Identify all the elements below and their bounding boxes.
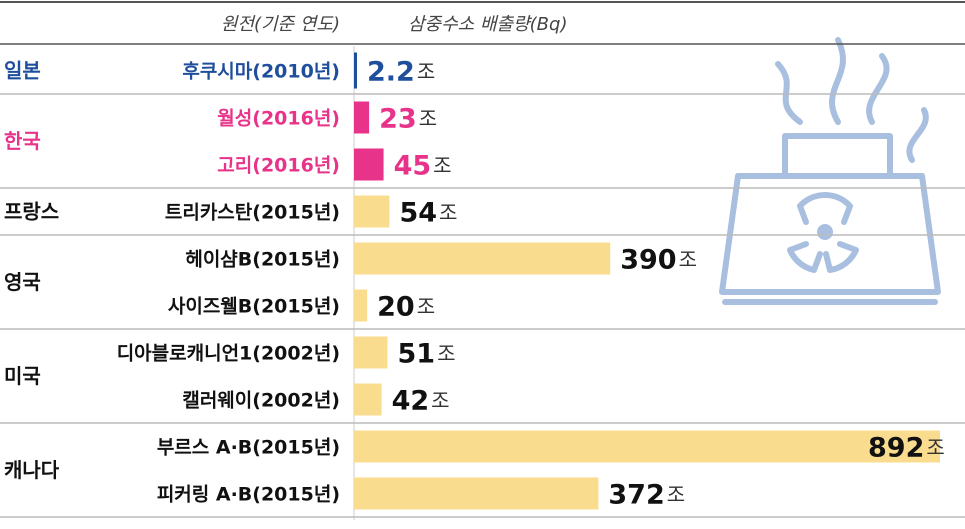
country-label: 일본 xyxy=(4,59,41,83)
value-label: 2.2 xyxy=(367,57,415,88)
plant-label: 캘러웨이(2002년) xyxy=(182,390,340,412)
bar xyxy=(354,336,388,369)
bar xyxy=(354,383,382,416)
unit-label: 조 xyxy=(439,201,457,225)
unit-label: 조 xyxy=(417,60,435,84)
country-label: 한국 xyxy=(4,129,41,153)
plant-label: 피커링 A·B(2015년) xyxy=(157,484,340,506)
plant-label: 부르스 A·B(2015년) xyxy=(157,437,340,459)
value-label: 42 xyxy=(392,386,430,417)
value-label: 20 xyxy=(377,292,415,323)
value-label: 54 xyxy=(399,198,437,229)
unit-label: 조 xyxy=(437,342,455,366)
country-label: 미국 xyxy=(4,364,41,388)
bar xyxy=(354,242,611,275)
plant-label: 고리(2016년) xyxy=(217,155,340,177)
value-label: 390 xyxy=(620,245,676,276)
bar xyxy=(354,289,368,322)
bar xyxy=(354,148,384,181)
bar xyxy=(354,430,940,463)
plant-label: 사이즈웰B(2015년) xyxy=(168,296,340,318)
unit-label: 조 xyxy=(433,154,451,178)
plant-label: 헤이샴B(2015년) xyxy=(185,249,340,271)
unit-label: 조 xyxy=(679,248,697,272)
unit-label: 조 xyxy=(419,107,437,131)
value-label: 372 xyxy=(608,480,664,511)
plant-label: 후쿠시마(2010년) xyxy=(182,61,340,83)
bar xyxy=(354,195,390,228)
value-label: 45 xyxy=(394,151,432,182)
unit-label: 조 xyxy=(431,389,449,413)
plant-label: 트리카스탄(2015년) xyxy=(165,202,340,224)
header-plant: 원전(기준 연도) xyxy=(221,14,340,35)
value-label: 23 xyxy=(379,104,417,135)
bar xyxy=(354,477,599,510)
bar xyxy=(354,52,357,89)
country-label: 프랑스 xyxy=(4,200,59,224)
plant-label: 월성(2016년) xyxy=(217,108,340,130)
header-value: 삼중수소 배출량(Bq) xyxy=(408,14,567,35)
unit-label: 조 xyxy=(417,295,435,319)
unit-label: 조 xyxy=(926,436,944,460)
unit-label: 조 xyxy=(667,483,685,507)
value-label: 892 xyxy=(868,433,924,464)
country-label: 캐나다 xyxy=(4,458,60,482)
value-label: 51 xyxy=(398,339,436,370)
plant-label: 디아블로캐니언1(2002년) xyxy=(117,343,340,365)
country-label: 영국 xyxy=(4,270,41,294)
nuclear-plant-icon xyxy=(719,37,941,305)
bar xyxy=(354,101,370,134)
